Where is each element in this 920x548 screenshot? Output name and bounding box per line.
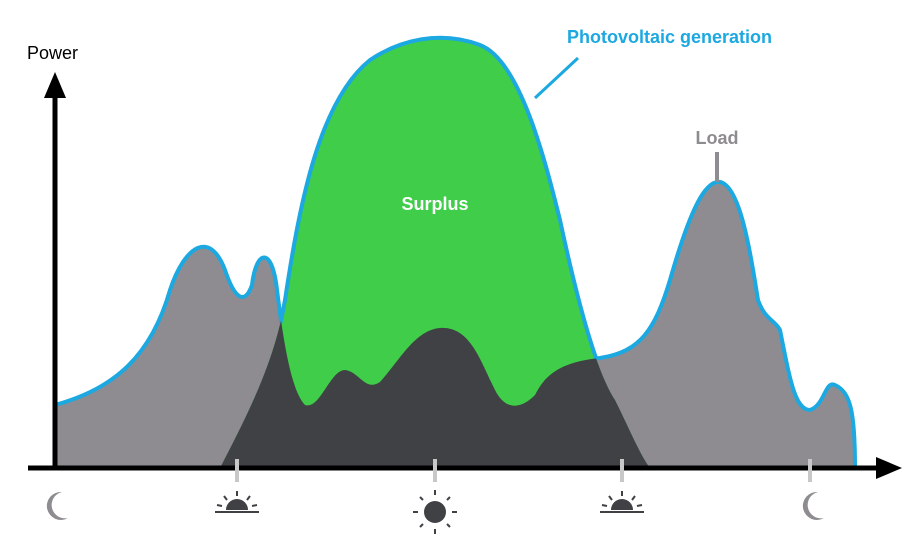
sunrise-icon bbox=[215, 491, 259, 513]
sun-icon bbox=[413, 490, 457, 534]
moon-icon bbox=[46, 491, 68, 520]
pv-label: Photovoltaic generation bbox=[567, 27, 772, 47]
x-arrow bbox=[876, 457, 902, 479]
time-ticks bbox=[235, 459, 812, 482]
pv-leader bbox=[533, 56, 580, 100]
moon-icon bbox=[802, 491, 824, 520]
y-axis-label: Power bbox=[27, 43, 78, 63]
load-label: Load bbox=[696, 128, 739, 148]
surplus-label: Surplus bbox=[401, 194, 468, 214]
y-arrow bbox=[44, 72, 66, 98]
sunset-icon bbox=[600, 491, 644, 513]
